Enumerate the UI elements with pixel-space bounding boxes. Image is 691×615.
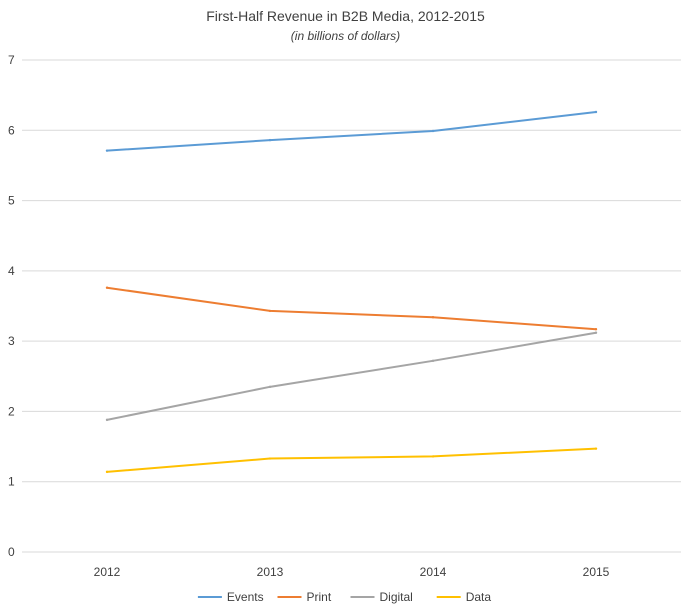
y-tick-label: 5 xyxy=(8,194,15,208)
series-line-data xyxy=(106,447,597,473)
legend-label-print: Print xyxy=(307,590,332,604)
data-point-print xyxy=(268,309,272,313)
data-point-digital xyxy=(431,359,435,363)
x-tick-label: 2012 xyxy=(94,565,121,579)
series-line-events xyxy=(106,111,597,152)
data-point-events xyxy=(431,129,435,133)
x-tick-label: 2013 xyxy=(257,565,284,579)
data-point-digital xyxy=(105,418,109,422)
y-tick-label: 6 xyxy=(8,123,15,137)
data-point-events xyxy=(105,149,109,152)
data-point-data xyxy=(594,447,598,450)
y-tick-label: 7 xyxy=(8,53,15,67)
y-tick-label: 0 xyxy=(8,545,15,559)
y-tick-label: 3 xyxy=(8,334,15,348)
x-tick-label: 2014 xyxy=(420,565,447,579)
y-tick-label: 4 xyxy=(8,264,15,278)
series-line-digital xyxy=(106,331,597,421)
legend-label-digital: Digital xyxy=(380,590,413,604)
data-point-print xyxy=(431,316,435,319)
data-point-digital xyxy=(594,331,598,334)
data-point-data xyxy=(105,470,109,474)
data-point-print xyxy=(594,327,598,331)
y-tick-label: 2 xyxy=(8,404,15,418)
data-point-data xyxy=(268,457,272,460)
data-point-print xyxy=(105,286,109,289)
x-tick-label: 2015 xyxy=(583,565,610,579)
y-tick-label: 1 xyxy=(8,475,15,489)
legend-label-events: Events xyxy=(227,590,264,604)
data-point-digital xyxy=(268,385,272,389)
data-point-data xyxy=(431,455,435,458)
data-point-events xyxy=(594,110,598,114)
series-line-print xyxy=(106,286,597,331)
data-point-events xyxy=(268,138,272,142)
chart-title: First-Half Revenue in B2B Media, 2012-20… xyxy=(206,8,485,24)
legend-label-data: Data xyxy=(466,590,492,604)
chart-subtitle: (in billions of dollars) xyxy=(290,29,401,43)
